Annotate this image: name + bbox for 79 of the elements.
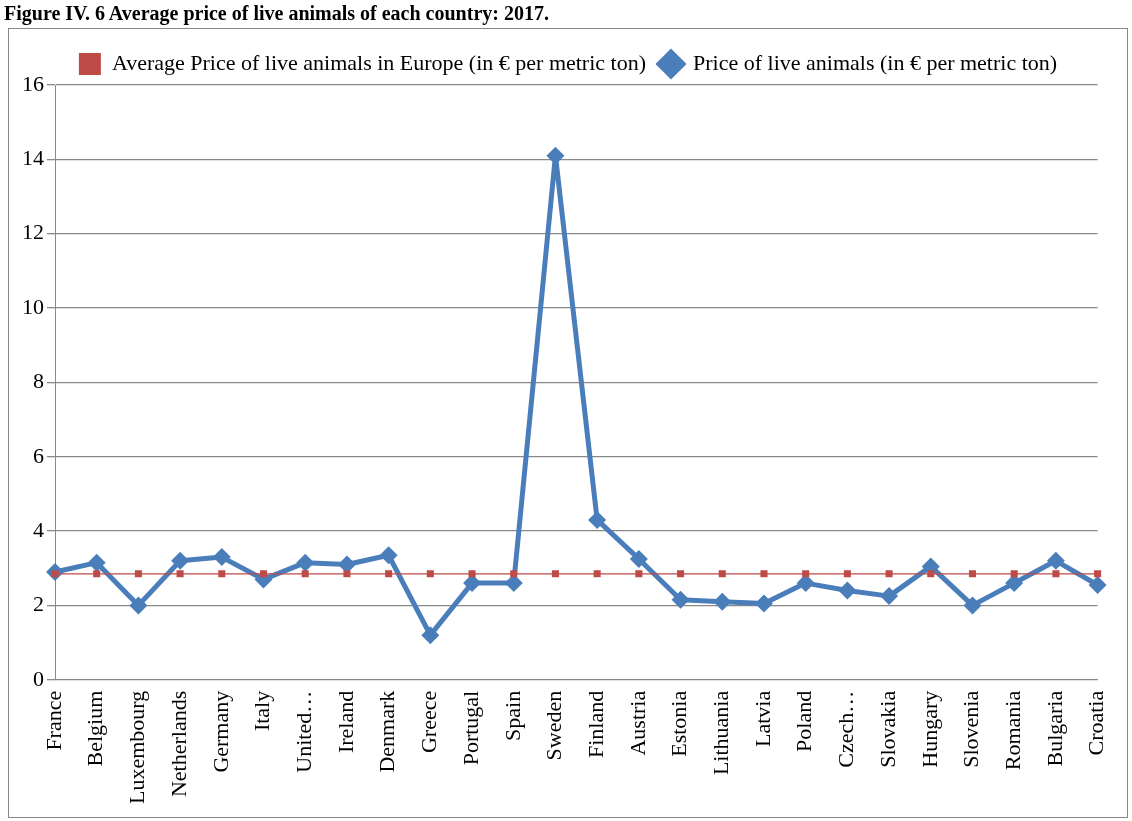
point	[838, 581, 857, 600]
point	[629, 549, 648, 568]
y-tick-label: 8	[33, 368, 44, 394]
point	[843, 570, 851, 578]
point	[343, 570, 351, 578]
point	[718, 570, 726, 578]
point	[218, 570, 226, 578]
point	[927, 570, 935, 578]
x-tick-label: Ireland	[332, 690, 358, 754]
point	[551, 570, 559, 578]
point	[635, 570, 643, 578]
point	[426, 570, 434, 578]
x-tick-label: Netherlands	[165, 690, 191, 798]
legend-label: Price of live animals (in € per metric ton)	[693, 49, 1058, 75]
point	[510, 570, 518, 578]
y-tick-label: 4	[33, 516, 44, 542]
x-tick-label: Belgium	[82, 690, 108, 767]
point	[802, 570, 810, 578]
point	[87, 553, 106, 572]
y-tick-label: 14	[22, 145, 44, 171]
x-tick-label: Finland	[582, 690, 608, 758]
point	[134, 570, 142, 578]
x-tick-label: Slovakia	[874, 690, 900, 768]
x-tick-label: United…	[291, 690, 317, 773]
x-tick-label: Slovenia	[958, 690, 984, 768]
point	[171, 551, 190, 570]
point	[885, 570, 893, 578]
x-tick-label: Portugal	[457, 690, 483, 766]
y-tick-label: 6	[33, 442, 44, 468]
y-tick-label: 2	[33, 591, 44, 617]
point	[671, 590, 690, 609]
x-tick-label: Austria	[624, 690, 650, 756]
y-tick-label: 10	[22, 293, 44, 319]
x-tick-label: Lithuania	[708, 690, 734, 776]
point	[379, 546, 398, 565]
x-tick-label: Sweden	[541, 690, 567, 761]
point	[259, 570, 268, 578]
x-tick-label: Bulgaria	[1041, 690, 1067, 767]
x-tick-label: Italy	[249, 690, 275, 732]
x-tick-label: Hungary	[916, 690, 942, 768]
point	[1046, 551, 1065, 570]
x-tick-label: Croatia	[1083, 690, 1109, 756]
point	[593, 570, 601, 578]
point	[421, 626, 440, 645]
x-tick-label: Germany	[207, 690, 233, 773]
point	[296, 553, 315, 572]
point	[760, 570, 768, 578]
point	[713, 592, 732, 611]
point	[880, 587, 899, 606]
x-tick-label: Greece	[416, 690, 442, 754]
x-tick-label: France	[40, 690, 66, 751]
point	[129, 596, 148, 615]
x-tick-label: Czech…	[833, 690, 859, 768]
x-tick-label: Latvia	[749, 690, 775, 747]
point	[677, 570, 685, 578]
point	[1010, 570, 1018, 578]
point	[1088, 575, 1107, 594]
point	[1052, 570, 1060, 578]
x-tick-label: Spain	[499, 690, 525, 741]
point	[176, 570, 184, 578]
legend-label: Average Price of live animals in Europe (in € per metric ton)	[111, 49, 647, 75]
point	[968, 570, 977, 578]
point	[963, 596, 982, 615]
y-tick-label: 12	[22, 219, 44, 245]
point	[93, 570, 101, 578]
point	[385, 570, 393, 578]
x-tick-label: Poland	[791, 690, 817, 752]
x-tick-label: Denmark	[374, 690, 400, 773]
point	[212, 548, 231, 567]
point	[588, 510, 607, 529]
x-tick-label: Luxembourg	[124, 690, 150, 805]
y-tick-label: 0	[33, 665, 44, 691]
point	[468, 570, 476, 578]
point	[1094, 570, 1102, 578]
point	[301, 570, 309, 578]
x-tick-label: Estonia	[666, 690, 692, 757]
x-tick-label: Romania	[999, 690, 1025, 771]
chart-title: Figure IV. 6 Average price of live animals of each country: 2017.	[4, 2, 550, 26]
y-tick-label: 16	[22, 70, 44, 96]
